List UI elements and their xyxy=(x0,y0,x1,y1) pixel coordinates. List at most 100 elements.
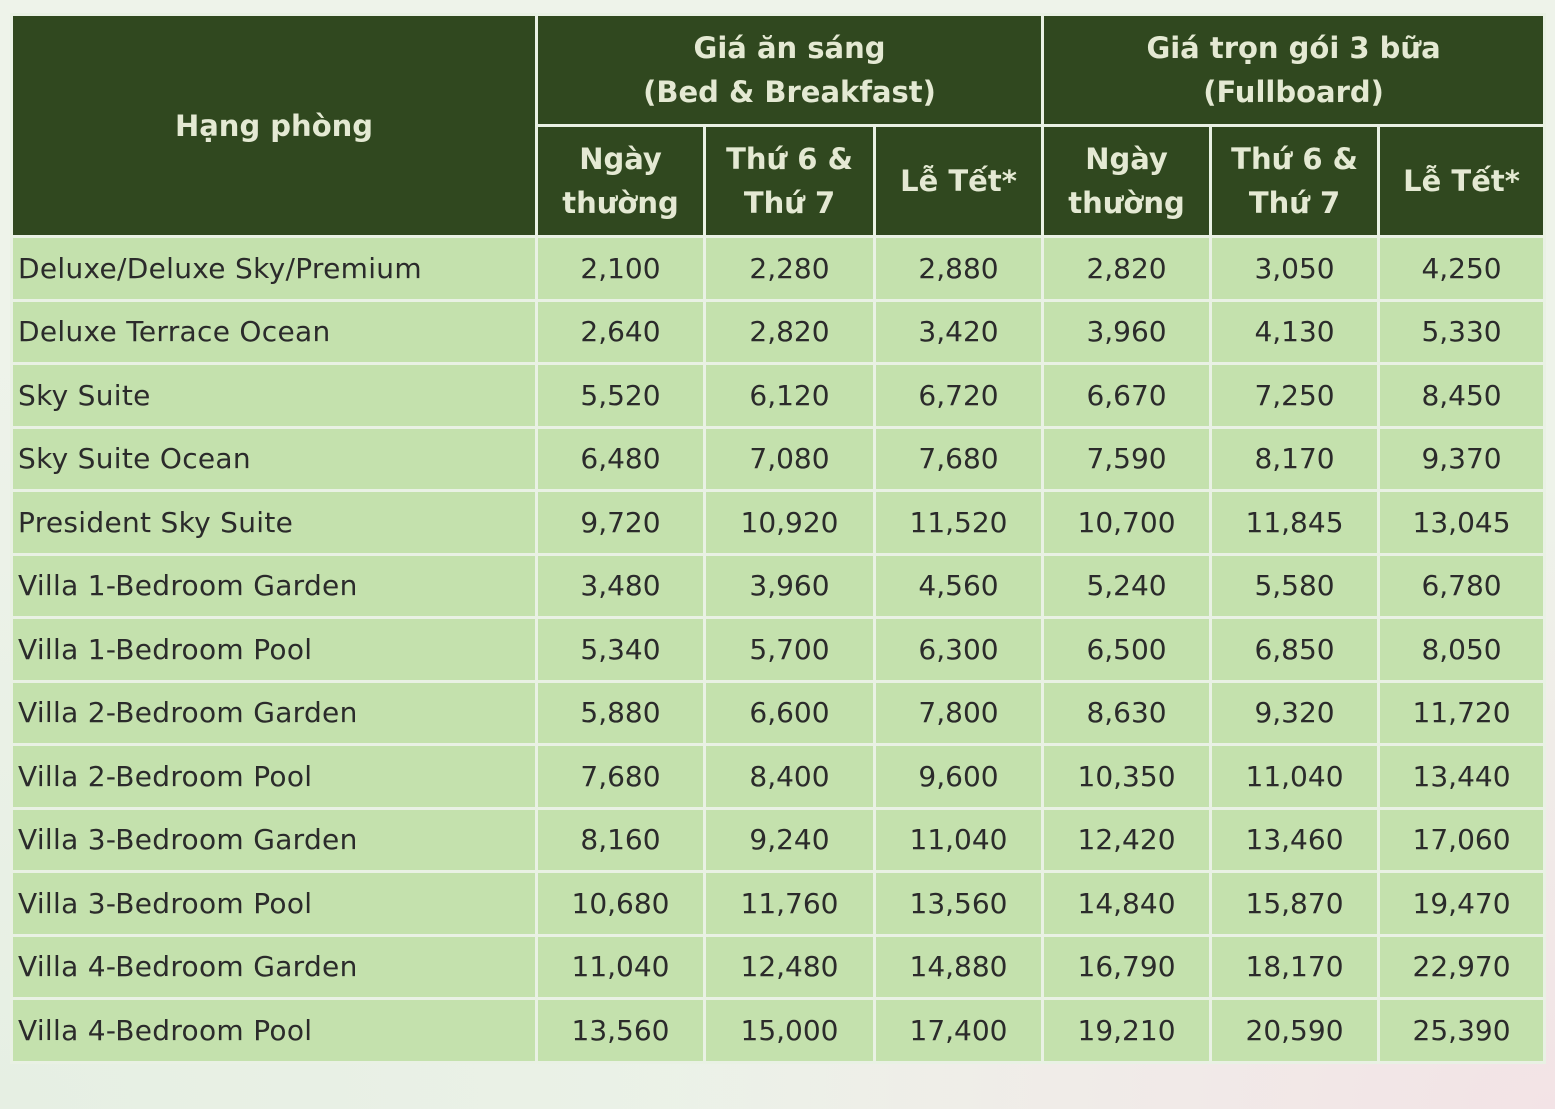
room-type-cell: Deluxe/Deluxe Sky/Premium xyxy=(10,235,538,302)
price-cell: 11,040 xyxy=(1209,743,1381,810)
bb-weekday-header: Ngày thường xyxy=(535,124,706,238)
fb-weekday-header: Ngày thường xyxy=(1041,124,1213,238)
table-row: Deluxe/Deluxe Sky/Premium 2,100 2,280 2,880… xyxy=(10,235,1547,302)
table-row: Villa 2-Bedroom Garden 5,880 6,600 7,800 8,6… xyxy=(10,679,1547,746)
header-line: (Bed & Breakfast) xyxy=(643,75,936,109)
room-type-cell: Villa 2-Bedroom Pool xyxy=(10,743,538,810)
price-cell: 13,440 xyxy=(1377,743,1547,810)
header-line: Ngày xyxy=(579,142,662,176)
price-cell: 14,840 xyxy=(1041,870,1213,937)
price-cell: 8,630 xyxy=(1041,679,1213,746)
room-type-header: Hạng phòng xyxy=(10,13,538,238)
price-cell: 11,845 xyxy=(1209,489,1381,556)
price-cell: 5,580 xyxy=(1209,552,1381,619)
price-cell: 9,240 xyxy=(703,806,876,873)
bb-weekend-header: Thứ 6 & Thứ 7 xyxy=(703,124,876,238)
price-cell: 7,680 xyxy=(535,743,706,810)
room-type-cell: President Sky Suite xyxy=(10,489,538,556)
price-cell: 9,600 xyxy=(872,743,1045,810)
room-type-cell: Sky Suite Ocean xyxy=(10,425,538,492)
price-cell: 12,480 xyxy=(703,933,876,1000)
table-row: Villa 3-Bedroom Pool 10,680 11,760 13,560 14… xyxy=(10,870,1547,937)
price-cell: 5,880 xyxy=(535,679,706,746)
table-row: President Sky Suite 9,720 10,920 11,520 10,7… xyxy=(10,489,1547,556)
price-cell: 7,080 xyxy=(703,425,876,492)
price-cell: 2,100 xyxy=(535,235,706,302)
table-body: Deluxe/Deluxe Sky/Premium 2,100 2,280 2,880… xyxy=(10,235,1547,1064)
price-cell: 6,120 xyxy=(703,362,876,429)
price-cell: 15,000 xyxy=(703,997,876,1064)
price-cell: 8,170 xyxy=(1209,425,1381,492)
price-cell: 17,060 xyxy=(1377,806,1547,873)
fb-holiday-header: Lễ Tết* xyxy=(1377,124,1547,238)
room-type-cell: Villa 2-Bedroom Garden xyxy=(10,679,538,746)
price-cell: 14,880 xyxy=(872,933,1045,1000)
price-cell: 7,680 xyxy=(872,425,1045,492)
price-cell: 13,560 xyxy=(535,997,706,1064)
header-line: Giá trọn gói 3 bữa xyxy=(1146,31,1441,65)
price-cell: 4,250 xyxy=(1377,235,1547,302)
header-line: Ngày xyxy=(1085,142,1168,176)
price-cell: 12,420 xyxy=(1041,806,1213,873)
room-type-cell: Villa 3-Bedroom Garden xyxy=(10,806,538,873)
price-cell: 3,480 xyxy=(535,552,706,619)
price-cell: 6,720 xyxy=(872,362,1045,429)
room-rate-table: Hạng phòng Giá ăn sáng (Bed & Breakfast)… xyxy=(10,13,1547,1064)
table-row: Villa 4-Bedroom Garden 11,040 12,480 14,880… xyxy=(10,933,1547,1000)
header-line: Thứ 7 xyxy=(1248,186,1341,220)
price-cell: 11,040 xyxy=(535,933,706,1000)
price-cell: 3,960 xyxy=(1041,298,1213,365)
room-type-cell: Villa 4-Bedroom Pool xyxy=(10,997,538,1064)
price-cell: 9,720 xyxy=(535,489,706,556)
price-cell: 13,560 xyxy=(872,870,1045,937)
price-cell: 7,800 xyxy=(872,679,1045,746)
price-cell: 17,400 xyxy=(872,997,1045,1064)
header-line: thường xyxy=(1068,186,1185,220)
price-cell: 25,390 xyxy=(1377,997,1547,1064)
price-cell: 20,590 xyxy=(1209,997,1381,1064)
header-line: Lễ Tết* xyxy=(1403,164,1520,198)
price-cell: 4,560 xyxy=(872,552,1045,619)
room-type-cell: Villa 3-Bedroom Pool xyxy=(10,870,538,937)
header-line: Lễ Tết* xyxy=(900,164,1017,198)
price-cell: 11,040 xyxy=(872,806,1045,873)
price-cell: 6,300 xyxy=(872,616,1045,683)
price-cell: 5,520 xyxy=(535,362,706,429)
room-type-cell: Sky Suite xyxy=(10,362,538,429)
price-cell: 2,640 xyxy=(535,298,706,365)
price-cell: 13,045 xyxy=(1377,489,1547,556)
price-cell: 5,240 xyxy=(1041,552,1213,619)
price-cell: 6,500 xyxy=(1041,616,1213,683)
table-row: Villa 2-Bedroom Pool 7,680 8,400 9,600 10,35… xyxy=(10,743,1547,810)
price-cell: 8,450 xyxy=(1377,362,1547,429)
price-cell: 2,280 xyxy=(703,235,876,302)
price-cell: 2,820 xyxy=(703,298,876,365)
price-cell: 7,590 xyxy=(1041,425,1213,492)
table-header: Hạng phòng Giá ăn sáng (Bed & Breakfast)… xyxy=(10,13,1547,238)
price-cell: 22,970 xyxy=(1377,933,1547,1000)
header-line: Thứ 6 & xyxy=(726,142,853,176)
price-cell: 5,700 xyxy=(703,616,876,683)
price-cell: 7,250 xyxy=(1209,362,1381,429)
price-cell: 6,850 xyxy=(1209,616,1381,683)
price-cell: 19,470 xyxy=(1377,870,1547,937)
price-cell: 3,420 xyxy=(872,298,1045,365)
price-cell: 13,460 xyxy=(1209,806,1381,873)
price-cell: 10,700 xyxy=(1041,489,1213,556)
price-cell: 9,320 xyxy=(1209,679,1381,746)
price-cell: 16,790 xyxy=(1041,933,1213,1000)
price-cell: 19,210 xyxy=(1041,997,1213,1064)
price-cell: 4,130 xyxy=(1209,298,1381,365)
fb-weekend-header: Thứ 6 & Thứ 7 xyxy=(1209,124,1381,238)
price-cell: 6,670 xyxy=(1041,362,1213,429)
price-cell: 3,960 xyxy=(703,552,876,619)
price-cell: 8,160 xyxy=(535,806,706,873)
price-cell: 3,050 xyxy=(1209,235,1381,302)
header-line: (Fullboard) xyxy=(1203,75,1384,109)
price-cell: 6,780 xyxy=(1377,552,1547,619)
table-row: Deluxe Terrace Ocean 2,640 2,820 3,420 3,960… xyxy=(10,298,1547,365)
table-row: Villa 1-Bedroom Garden 3,480 3,960 4,560 5,2… xyxy=(10,552,1547,619)
header-line: Thứ 6 & xyxy=(1231,142,1358,176)
price-cell: 18,170 xyxy=(1209,933,1381,1000)
room-type-cell: Villa 1-Bedroom Pool xyxy=(10,616,538,683)
